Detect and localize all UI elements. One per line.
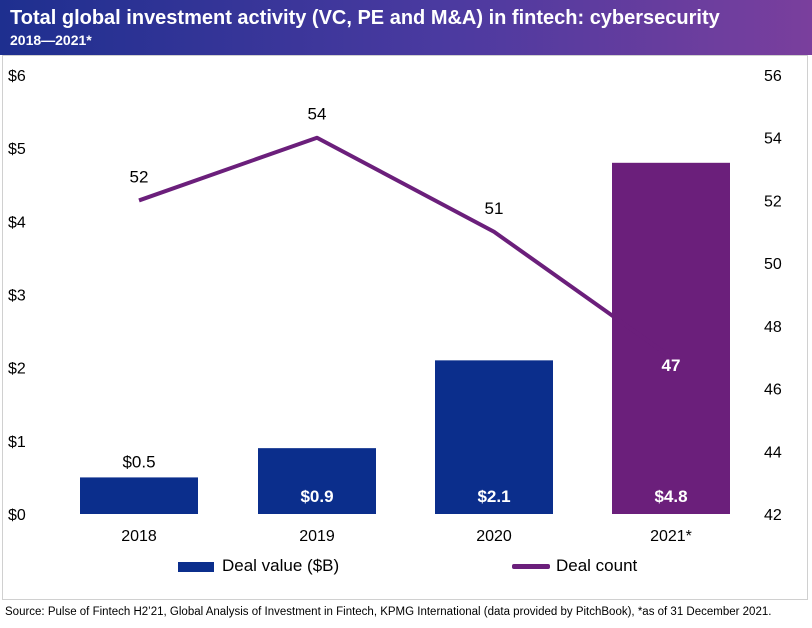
bar-deal-value bbox=[612, 162, 730, 515]
chart-frame bbox=[2, 55, 808, 600]
y-left-tick-label: $4 bbox=[8, 214, 26, 231]
y-right-tick-label: 52 bbox=[764, 193, 782, 210]
y-right-tick-label: 44 bbox=[764, 444, 782, 461]
bar-deal-value bbox=[435, 360, 553, 514]
line-value-label: 54 bbox=[308, 105, 327, 124]
y-left-tick-label: $3 bbox=[8, 288, 26, 305]
chart-title: Total global investment activity (VC, PE… bbox=[10, 7, 720, 29]
line-value-label: 52 bbox=[130, 167, 149, 186]
chart-plot: $0 $1 $2 $3 $4 $5 $6 42 44 46 48 50 52 54 56 $0.5 $0.9 $2… bbox=[8, 68, 782, 545]
y-left-tick-label: $0 bbox=[8, 507, 26, 524]
x-tick-label: 2018 bbox=[121, 528, 157, 545]
line-deal-count bbox=[138, 135, 673, 359]
chart-subtitle: 2018—2021* bbox=[10, 32, 92, 48]
y-right-tick-label: 48 bbox=[764, 319, 782, 336]
y-right-tick-label: 54 bbox=[764, 131, 782, 148]
y-right-tick-label: 46 bbox=[764, 382, 782, 399]
y-right-tick-label: 56 bbox=[764, 68, 782, 85]
line-value-label: 47 bbox=[662, 356, 681, 375]
bar-deal-value bbox=[258, 448, 376, 514]
legend-label-deal-value: Deal value ($B) bbox=[222, 556, 340, 575]
legend-swatch-deal-value bbox=[178, 562, 214, 572]
x-tick-label: 2020 bbox=[476, 528, 512, 545]
y-right-tick-label: 42 bbox=[764, 507, 782, 524]
y-left-tick-label: $1 bbox=[8, 434, 26, 451]
x-tick-label: 2019 bbox=[299, 528, 335, 545]
bar-deal-value bbox=[80, 477, 198, 514]
legend-swatch-deal-count bbox=[512, 564, 550, 569]
bar-value-label: $2.1 bbox=[477, 487, 510, 506]
y-right-tick-label: 50 bbox=[764, 256, 782, 273]
x-tick-label: 2021* bbox=[650, 528, 692, 545]
bar-value-label: $0.5 bbox=[122, 452, 155, 471]
source-note: Source: Pulse of Fintech H2’21, Global A… bbox=[5, 606, 772, 618]
chart-header: Total global investment activity (VC, PE… bbox=[0, 0, 812, 55]
bar-value-label: $0.9 bbox=[300, 487, 333, 506]
legend-label-deal-count: Deal count bbox=[556, 556, 638, 575]
y-left-tick-label: $5 bbox=[8, 141, 26, 158]
y-left-tick-label: $6 bbox=[8, 68, 26, 85]
bar-value-label: $4.8 bbox=[654, 487, 687, 506]
line-value-label: 51 bbox=[485, 199, 504, 218]
y-left-tick-label: $2 bbox=[8, 361, 26, 378]
